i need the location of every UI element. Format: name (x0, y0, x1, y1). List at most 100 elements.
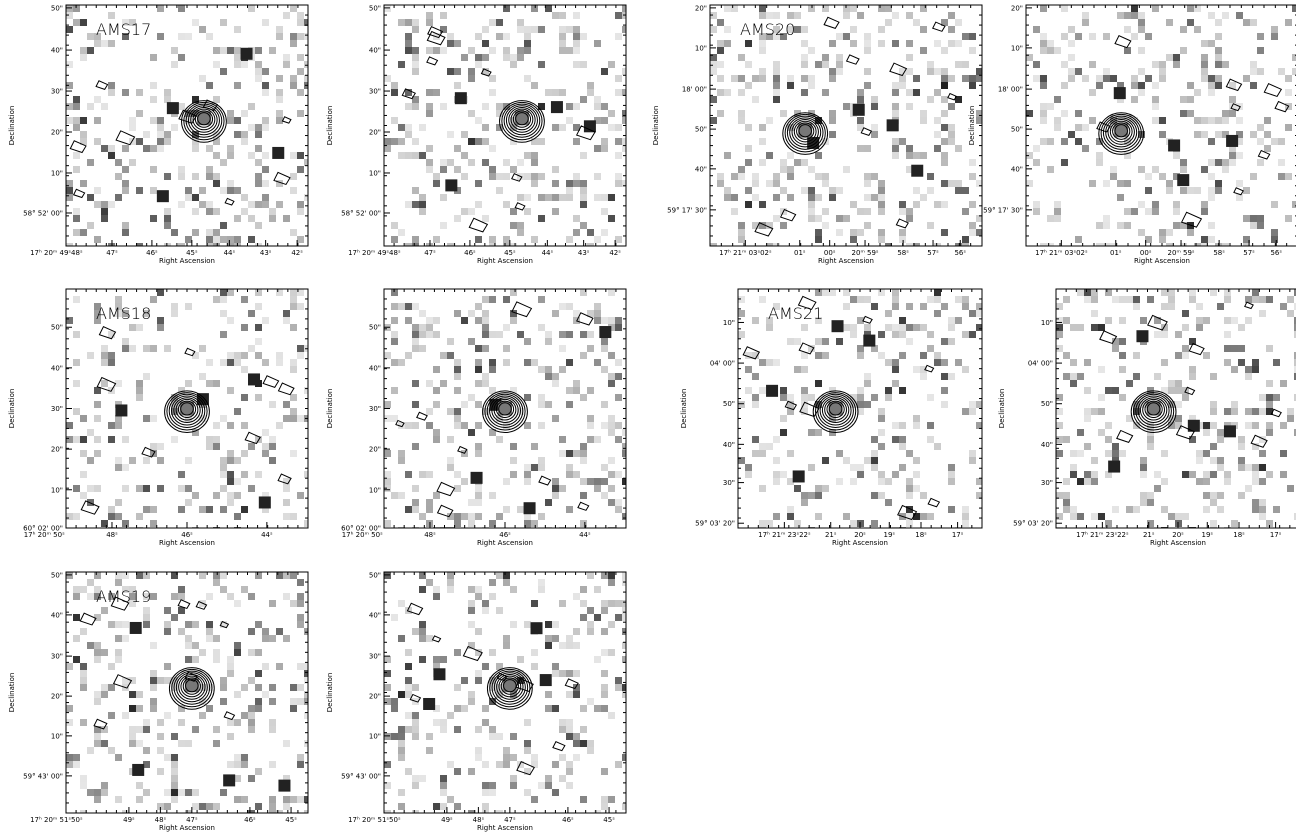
pixel (94, 387, 101, 394)
pixel (1098, 408, 1105, 415)
pixel (1161, 359, 1168, 366)
pixel (850, 5, 857, 12)
panel-name: AMS18 (96, 304, 151, 323)
pixel (276, 352, 283, 359)
pixel (468, 159, 475, 166)
pixel (1089, 117, 1096, 124)
pixel (524, 152, 531, 159)
pixel (580, 394, 587, 401)
pixel (227, 457, 234, 464)
pixel (108, 712, 115, 719)
pixel (622, 26, 626, 33)
pixel (220, 677, 227, 684)
pixel (717, 75, 724, 82)
contour (779, 208, 797, 222)
pixel (927, 345, 934, 352)
pixel (1168, 401, 1175, 408)
pixel (801, 499, 808, 506)
pixel (80, 47, 87, 54)
pixel (440, 166, 447, 173)
x-tick-label: 57ˢ (1243, 249, 1255, 257)
pixel (143, 345, 150, 352)
pixel (1117, 194, 1124, 201)
panel-name: AMS17 (96, 20, 151, 39)
pixel (1063, 506, 1070, 513)
pixel (622, 684, 626, 691)
pixel (489, 296, 496, 303)
pixel (738, 75, 745, 82)
pixel (115, 635, 122, 642)
pixel (129, 159, 136, 166)
pixel (531, 173, 538, 180)
x-tick-label: 43ˢ (578, 249, 590, 257)
pixel (143, 621, 150, 628)
pixel (892, 380, 899, 387)
pixel (192, 229, 199, 236)
pixel (108, 422, 115, 429)
pixel (510, 243, 517, 246)
pixel (94, 303, 101, 310)
pixel (262, 317, 269, 324)
pixel (524, 359, 531, 366)
contour (482, 390, 528, 434)
pixel (510, 782, 517, 789)
pixel (1082, 12, 1089, 19)
pixel (1138, 26, 1145, 33)
pixel (419, 656, 426, 663)
pixel (1243, 19, 1250, 26)
pixel (594, 103, 601, 110)
pixel (475, 677, 482, 684)
pixel (822, 61, 829, 68)
pixel (899, 68, 906, 75)
pixel (1166, 180, 1173, 187)
pixel (206, 173, 213, 180)
pixel (185, 457, 192, 464)
pixel (241, 208, 248, 215)
pixel (1063, 317, 1070, 324)
pixel (304, 712, 308, 719)
pixel (73, 513, 80, 520)
pixel (164, 138, 171, 145)
dark-pixel (423, 697, 436, 710)
pixel (1112, 338, 1119, 345)
pixel (594, 586, 601, 593)
pixel (269, 684, 276, 691)
pixel (566, 691, 573, 698)
pixel (1112, 450, 1119, 457)
pixel (164, 131, 171, 138)
pixel (566, 719, 573, 726)
pixel (608, 796, 615, 803)
pixel (73, 96, 80, 103)
pixel (164, 89, 171, 96)
pixel (199, 201, 206, 208)
pixel (503, 296, 510, 303)
pixel (559, 600, 566, 607)
pixel (573, 684, 580, 691)
contour (1257, 149, 1271, 160)
pixel (185, 810, 192, 813)
pixel (150, 593, 157, 600)
pixel (489, 579, 496, 586)
pixel (752, 373, 759, 380)
dark-pixel (792, 470, 805, 483)
pixel (94, 117, 101, 124)
pixel (808, 345, 815, 352)
pixel (1259, 450, 1266, 457)
pixel (206, 208, 213, 215)
contour (406, 602, 424, 616)
pixel (601, 422, 608, 429)
pixel (1105, 317, 1112, 324)
panel: 20"10"18' 00"50"40"59° 17' 30"17ʰ 21ᵐ 03… (968, 4, 1296, 265)
x-tick-label: 20ˢ (854, 531, 866, 539)
pixel (587, 607, 594, 614)
pixel (1124, 208, 1131, 215)
y-tick-label: 40" (723, 441, 735, 449)
pixel (913, 422, 920, 429)
pixel (234, 54, 241, 61)
pixel (227, 187, 234, 194)
pixel (412, 331, 419, 338)
pixel (412, 485, 419, 492)
contour (180, 675, 204, 698)
pixel (962, 208, 969, 215)
pixel (885, 478, 892, 485)
